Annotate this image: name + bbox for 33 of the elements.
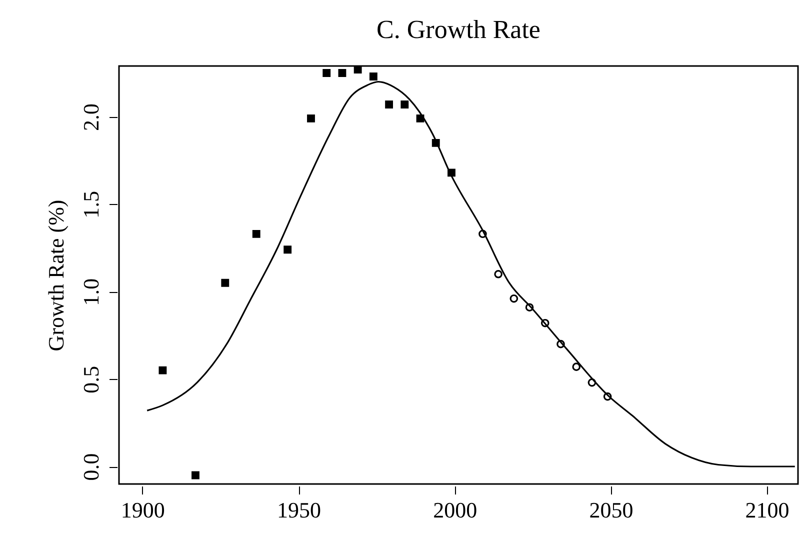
x-tick-label: 1950: [277, 498, 322, 522]
x-tick-label: 2000: [433, 498, 478, 522]
x-tick-label: 2100: [745, 498, 790, 522]
point: [572, 362, 581, 371]
point: [556, 340, 565, 348]
point: [158, 366, 167, 374]
point: [307, 114, 315, 122]
point: [354, 66, 362, 74]
point: [192, 471, 200, 480]
point: [540, 318, 550, 328]
point: [588, 378, 596, 387]
point: [510, 294, 518, 303]
y-tick-label: 1.5: [78, 190, 104, 218]
point: [252, 230, 260, 238]
y-tick-label: 0.5: [78, 366, 104, 394]
y-tick-label: 1.0: [78, 278, 104, 306]
point: [369, 72, 378, 80]
x-tick-label: 1900: [120, 498, 165, 522]
point: [525, 303, 534, 312]
y-tick-label: 2.0: [78, 103, 104, 131]
point: [284, 246, 292, 254]
y-axis-title: Growth Rate (%): [44, 200, 68, 352]
chart-title: C. Growth Rate: [376, 15, 540, 44]
point: [385, 100, 393, 108]
point: [338, 69, 346, 77]
point: [603, 392, 612, 401]
point: [221, 278, 230, 287]
point: [400, 100, 409, 108]
point: [478, 230, 487, 238]
point: [494, 270, 502, 278]
point: [322, 69, 331, 77]
y-tick-label: 0.0: [78, 453, 104, 481]
x-tick-label: 2050: [589, 498, 634, 522]
